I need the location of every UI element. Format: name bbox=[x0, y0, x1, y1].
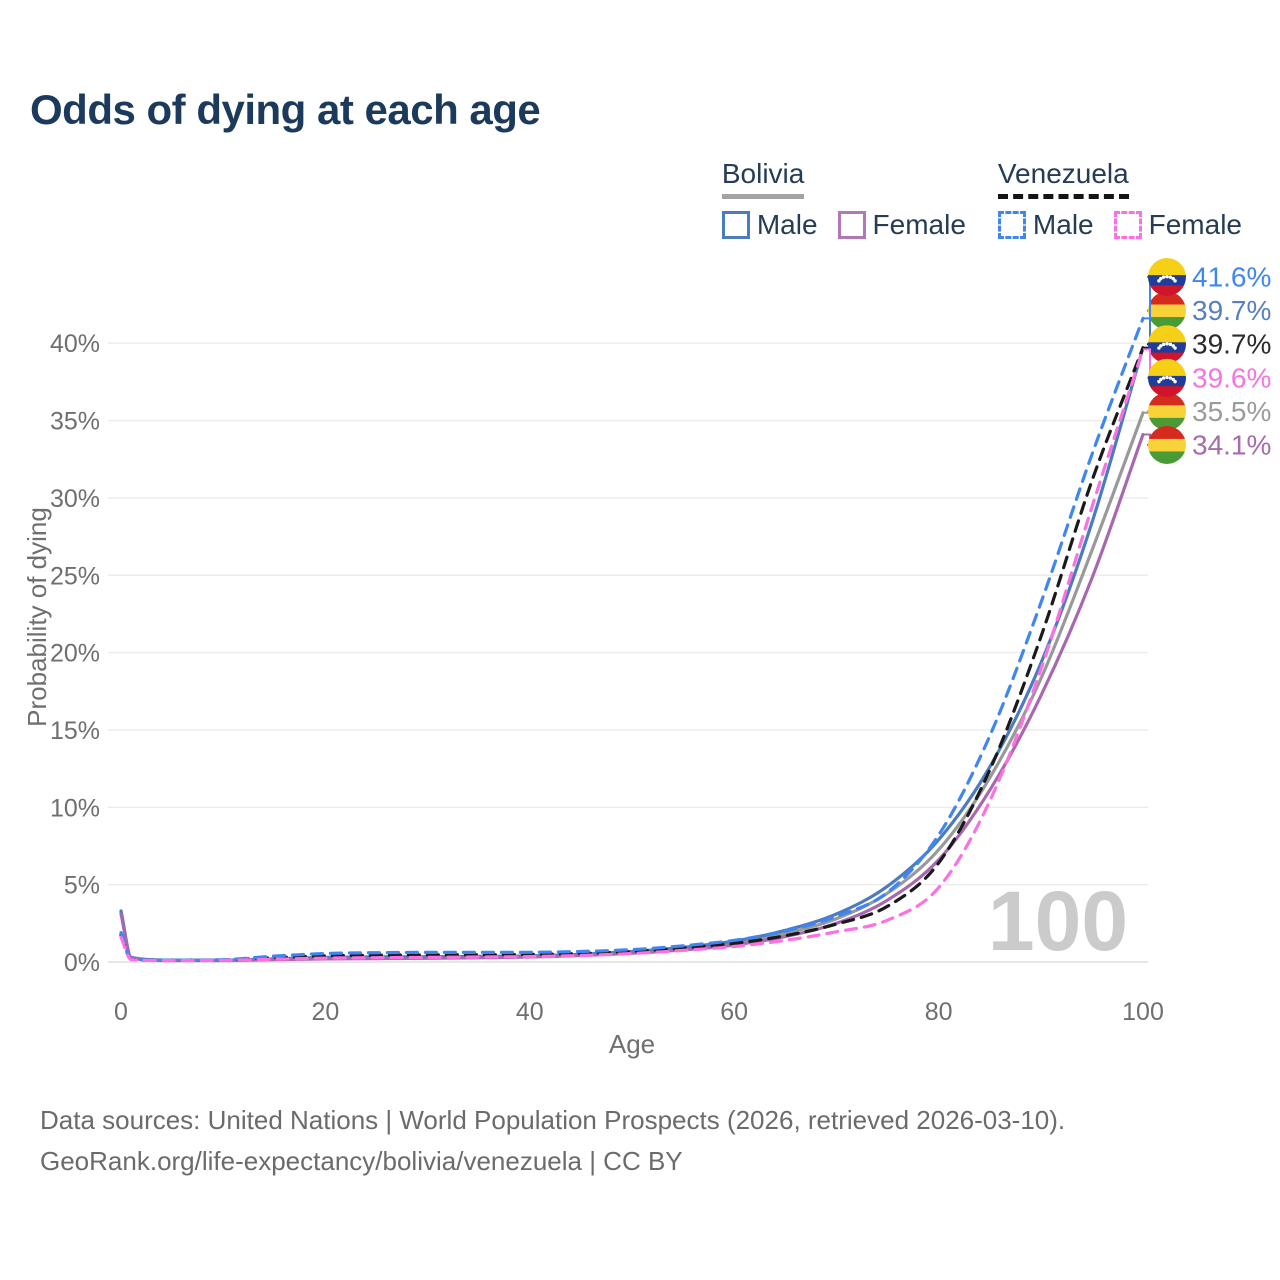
legend-label-venezuela-female: Female bbox=[1148, 209, 1242, 240]
legend-label-bolivia-male: Male bbox=[756, 209, 818, 240]
series-line-venezuela-female[interactable] bbox=[119, 347, 1145, 963]
legend: Bolivia Male Female Venezuela Male bbox=[721, 158, 1242, 241]
y-axis-tick-label: 40% bbox=[50, 330, 100, 358]
y-axis-tick-label: 25% bbox=[50, 562, 100, 590]
x-axis-tick-label: 100 bbox=[1122, 998, 1164, 1026]
legend-country-bolivia[interactable]: Bolivia bbox=[721, 158, 805, 199]
legend-swatch-bolivia-female-icon[interactable] bbox=[837, 211, 866, 239]
y-axis-title: Probability of dying bbox=[22, 507, 52, 727]
x-axis-tick-label: 60 bbox=[720, 998, 748, 1026]
legend-label-venezuela-male: Male bbox=[1032, 209, 1094, 240]
end-label-venezuela-female: 39.6% bbox=[1192, 362, 1271, 393]
flag-bolivia-icon bbox=[1148, 291, 1186, 330]
legend-items-bolivia: Male Female bbox=[721, 209, 966, 241]
y-axis-tick-label: 5% bbox=[64, 872, 100, 900]
y-axis-tick-label: 10% bbox=[50, 794, 100, 822]
legend-swatch-bolivia-male-icon[interactable] bbox=[721, 211, 750, 239]
flag-venezuela-icon bbox=[1148, 358, 1186, 397]
chart-canvas[interactable]: 0% 5% 10% 15% 20% 25% 30% 35% 40% 0 20 40 60 80 100 Age… bbox=[0, 0, 1280, 1080]
footer: Data sources: United Nations | World Pop… bbox=[40, 1100, 1065, 1182]
legend-item-bolivia-female[interactable]: Female bbox=[837, 209, 966, 241]
legend-items-venezuela: Male Female bbox=[997, 209, 1242, 241]
series-line-venezuela-total[interactable] bbox=[119, 346, 1145, 962]
legend-item-venezuela-male[interactable]: Male bbox=[997, 209, 1094, 241]
x-axis-tick-label: 0 bbox=[114, 998, 128, 1026]
legend-label-bolivia-female: Female bbox=[872, 209, 966, 240]
y-axis-tick-label: 0% bbox=[64, 949, 100, 977]
footer-data-sources: Data sources: United Nations | World Pop… bbox=[40, 1105, 1066, 1135]
end-label-venezuela-male: 41.6% bbox=[1192, 262, 1271, 293]
flag-venezuela-icon bbox=[1148, 258, 1186, 296]
x-axis-tick-label: 20 bbox=[311, 998, 339, 1026]
hover-age-watermark: 100 bbox=[988, 874, 1128, 968]
legend-item-venezuela-female[interactable]: Female bbox=[1113, 209, 1242, 241]
x-axis-title: Age bbox=[609, 1029, 655, 1059]
y-axis-tick-label: 35% bbox=[50, 408, 100, 436]
flag-bolivia-icon bbox=[1148, 426, 1186, 464]
legend-group-venezuela: Venezuela Male Female bbox=[997, 158, 1242, 241]
x-axis-tick-label: 40 bbox=[516, 998, 544, 1026]
legend-item-bolivia-male[interactable]: Male bbox=[721, 209, 818, 241]
end-label-bolivia-female: 34.1% bbox=[1192, 430, 1271, 461]
y-axis-tick-label: 20% bbox=[50, 640, 100, 668]
series-line-bolivia-male[interactable] bbox=[119, 346, 1145, 962]
legend-country-venezuela[interactable]: Venezuela bbox=[997, 158, 1129, 199]
x-axis-tick-label: 80 bbox=[925, 998, 953, 1026]
legend-swatch-venezuela-male-icon[interactable] bbox=[997, 211, 1026, 239]
y-axis-tick-label: 15% bbox=[50, 717, 100, 745]
legend-group-bolivia: Bolivia Male Female bbox=[721, 158, 966, 241]
end-label-bolivia-male: 39.7% bbox=[1192, 295, 1271, 326]
flag-venezuela-icon bbox=[1148, 325, 1186, 364]
footer-attribution: GeoRank.org/life-expectancy/bolivia/vene… bbox=[40, 1146, 683, 1176]
flag-bolivia-icon bbox=[1148, 392, 1186, 431]
end-label-bolivia-total: 35.5% bbox=[1192, 396, 1271, 427]
y-axis-tick-label: 30% bbox=[50, 485, 100, 513]
legend-swatch-venezuela-female-icon[interactable] bbox=[1113, 211, 1142, 239]
page-title: Odds of dying at each age bbox=[30, 86, 541, 133]
end-label-venezuela-total: 39.7% bbox=[1192, 329, 1271, 360]
series-line-venezuela-male[interactable] bbox=[119, 316, 1145, 962]
